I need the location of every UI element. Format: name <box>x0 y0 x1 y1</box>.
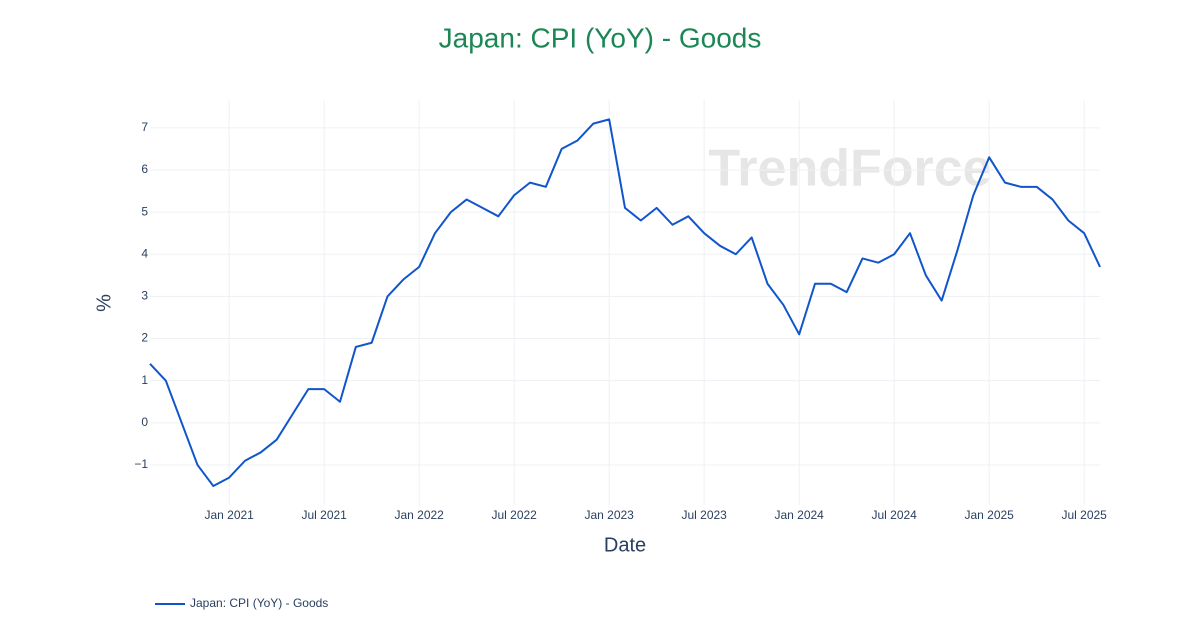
y-tick-label: 6 <box>141 162 148 176</box>
y-tick-label: 1 <box>141 373 148 387</box>
x-axis-title: Date <box>604 534 646 556</box>
x-tick-label: Jan 2024 <box>774 508 824 522</box>
data-line <box>149 118 1101 488</box>
x-tick-label: Jan 2025 <box>964 508 1014 522</box>
y-tick-label: −1 <box>134 457 148 471</box>
y-tick-label: 5 <box>141 204 148 218</box>
y-tick-label: 4 <box>141 246 148 260</box>
x-tick-label: Jul 2021 <box>301 508 347 522</box>
x-tick-label: Jul 2023 <box>681 508 727 522</box>
y-axis-title: % <box>93 294 115 312</box>
y-tick-label: 3 <box>141 289 148 303</box>
x-tick-label: Jul 2024 <box>871 508 917 522</box>
legend-label: Japan: CPI (YoY) - Goods <box>190 596 328 610</box>
chart-title: Japan: CPI (YoY) - Goods <box>439 22 762 53</box>
y-tick-label: 7 <box>141 120 148 134</box>
x-tick-label: Jul 2022 <box>491 508 537 522</box>
x-tick-label: Jan 2021 <box>204 508 254 522</box>
y-tick-label: 2 <box>141 331 148 345</box>
y-tick-label: 0 <box>141 415 148 429</box>
x-tick-label: Jan 2023 <box>584 508 634 522</box>
watermark: TrendForce <box>708 140 991 198</box>
x-tick-label: Jul 2025 <box>1061 508 1107 522</box>
x-tick-label: Jan 2022 <box>394 508 444 522</box>
